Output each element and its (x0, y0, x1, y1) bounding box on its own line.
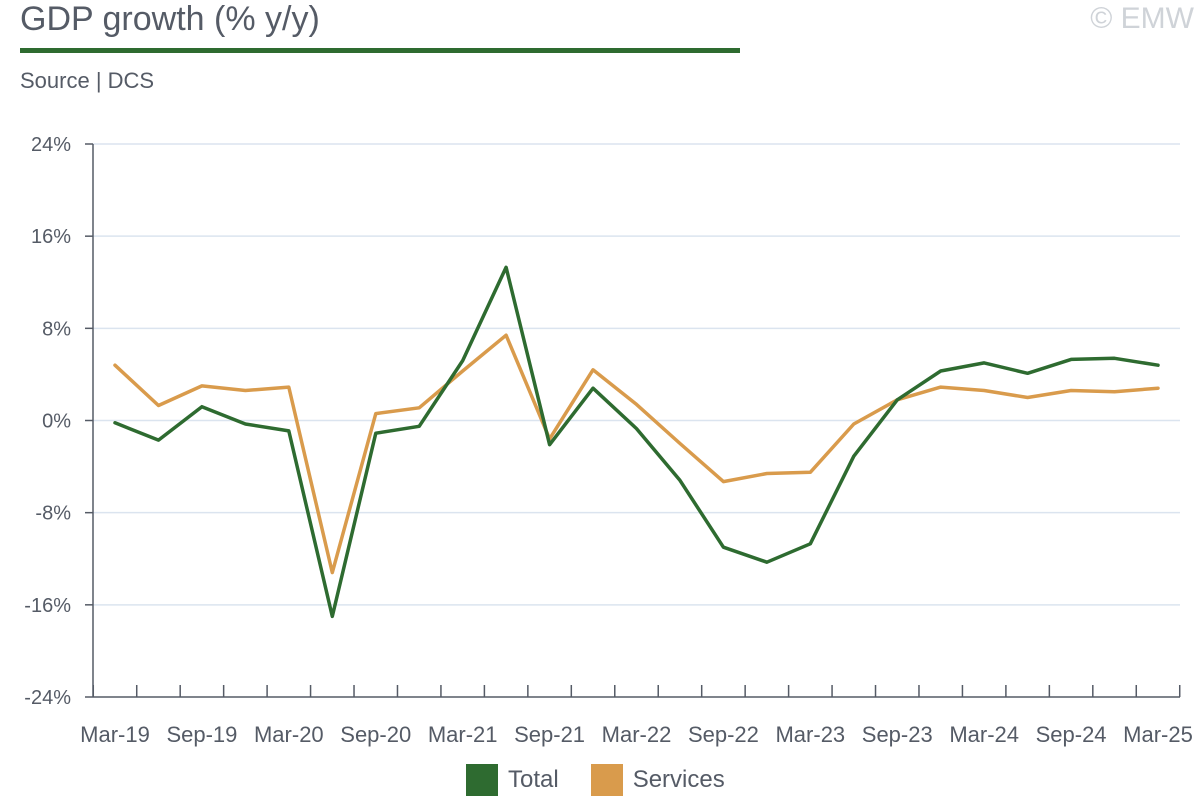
y-tick-label: -24% (24, 687, 71, 709)
x-tick-label: Mar-19 (80, 722, 150, 747)
x-tick-label: Mar-20 (254, 722, 324, 747)
series-line-services (113, 333, 1160, 575)
tick-labels: 24% 16% 8% 0% -8% -16% -24% Mar-19 Sep-19 Mar-20 S… (24, 134, 1193, 747)
x-tick-label: Sep-20 (340, 722, 411, 747)
y-tick-label: -8% (35, 503, 71, 525)
x-tick-label: Mar-23 (775, 722, 845, 747)
series-lines (113, 265, 1160, 619)
legend: Total Services (466, 764, 757, 796)
x-tick-label: Mar-25 (1123, 722, 1193, 747)
y-tick-label: 0% (42, 411, 71, 433)
x-tick-label: Sep-23 (862, 722, 933, 747)
y-tick-label: 16% (31, 226, 71, 248)
title-underline (20, 48, 740, 53)
legend-label-total: Total (508, 766, 559, 793)
legend-swatch-total (466, 764, 498, 796)
gridlines (93, 143, 1180, 606)
y-tick-label: -16% (24, 595, 71, 617)
x-tick-label: Sep-24 (1036, 722, 1107, 747)
legend-item-total[interactable]: Total (466, 764, 559, 796)
x-tick-label: Mar-22 (602, 722, 672, 747)
series-line-total (113, 265, 1160, 619)
x-tick-label: Mar-24 (949, 722, 1019, 747)
legend-item-services[interactable]: Services (590, 764, 725, 796)
y-tick-label: 8% (42, 318, 71, 340)
chart-source: Source | DCS (20, 68, 155, 93)
legend-label-services: Services (632, 766, 725, 793)
x-tick-label: Sep-22 (688, 722, 759, 747)
axes (85, 143, 1181, 698)
x-tick-label: Mar-21 (428, 722, 498, 747)
y-tick-label: 24% (31, 134, 71, 156)
chart-title: GDP growth (% y/y) (20, 0, 320, 38)
legend-swatch-services (590, 764, 623, 796)
x-tick-label: Sep-19 (166, 722, 237, 747)
x-tick-label: Sep-21 (514, 722, 585, 747)
copyright-watermark: © EMW (1090, 2, 1194, 35)
